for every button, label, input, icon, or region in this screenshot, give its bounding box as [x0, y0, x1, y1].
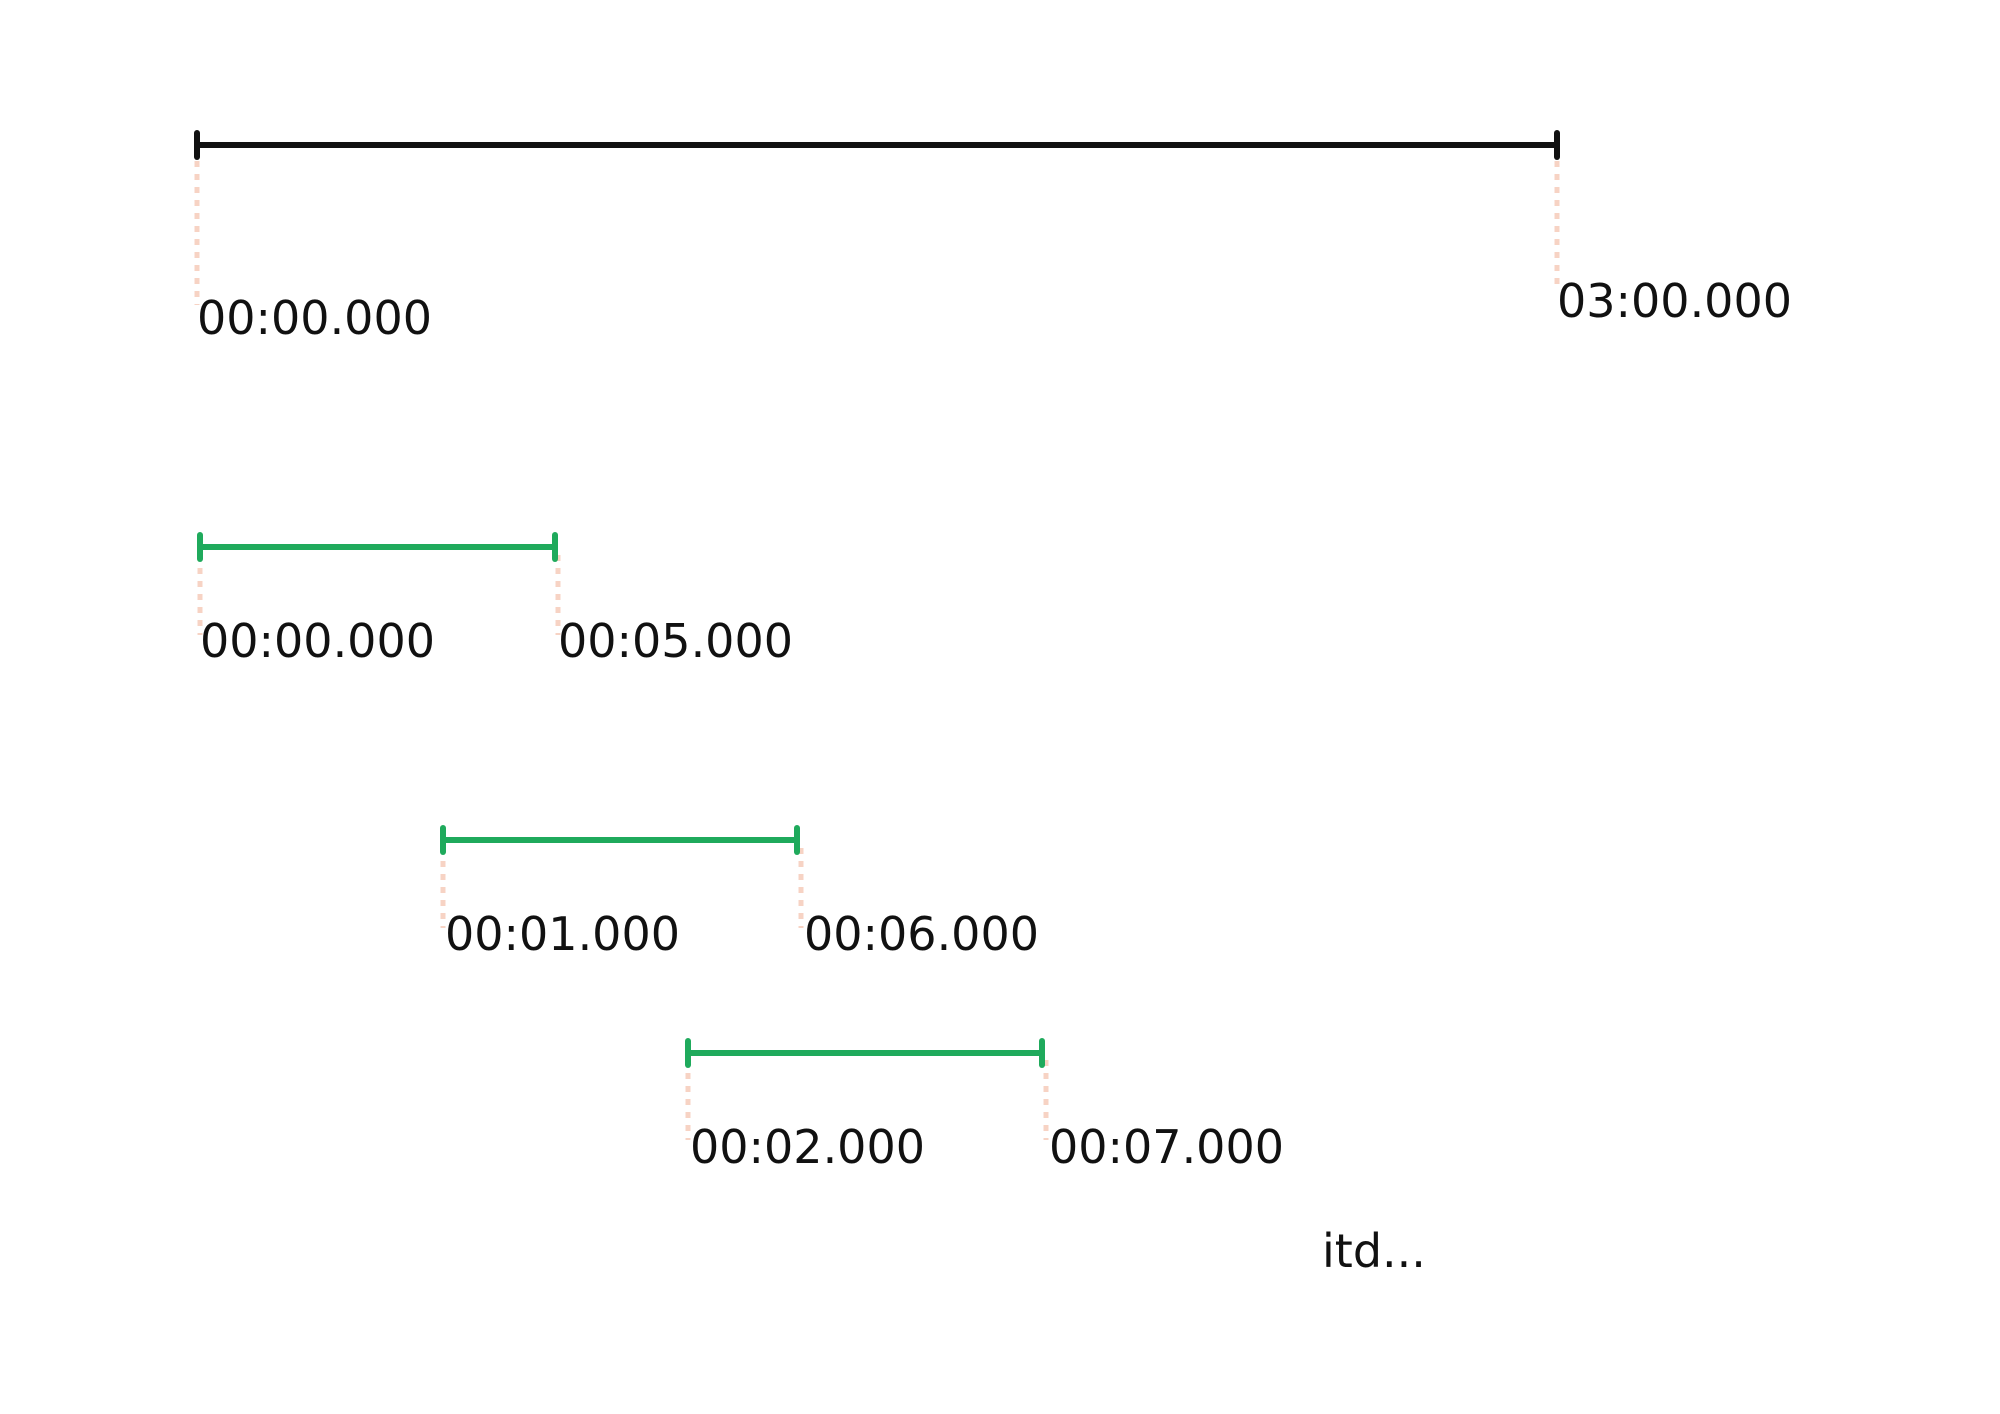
segment-end-label: 00:06.000 [804, 907, 1039, 961]
timeline-start-label: 00:00.000 [197, 291, 432, 345]
continuation-text: itd... [1322, 1224, 1426, 1278]
segment-1: 00:00.000 00:05.000 [197, 532, 793, 668]
segment-start-label: 00:02.000 [690, 1120, 925, 1174]
segment-start-label: 00:01.000 [445, 907, 680, 961]
segment-2: 00:01.000 00:06.000 [440, 825, 1039, 961]
segment-end-label: 00:05.000 [558, 614, 793, 668]
timeline-end-label: 03:00.000 [1557, 274, 1792, 328]
segment-start-label: 00:00.000 [200, 614, 435, 668]
segment-end-label: 00:07.000 [1049, 1120, 1284, 1174]
full-timeline: 00:00.000 03:00.000 [194, 130, 1792, 345]
segment-3: 00:02.000 00:07.000 [685, 1038, 1284, 1174]
